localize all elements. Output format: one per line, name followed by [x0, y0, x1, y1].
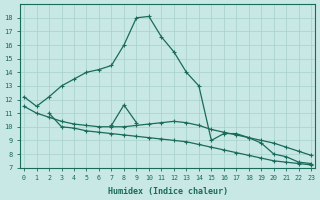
X-axis label: Humidex (Indice chaleur): Humidex (Indice chaleur) — [108, 187, 228, 196]
